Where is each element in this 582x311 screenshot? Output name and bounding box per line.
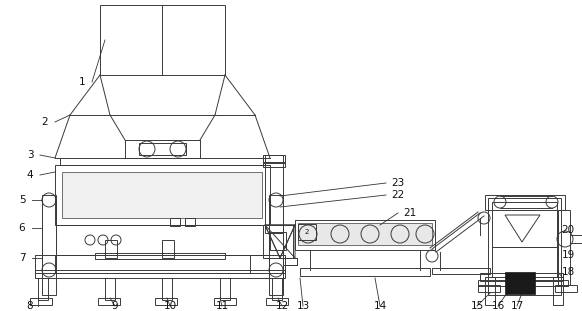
Text: 16: 16: [491, 301, 505, 311]
Bar: [55, 255, 250, 273]
Bar: [272, 278, 282, 300]
Bar: [283, 258, 297, 265]
Bar: [485, 195, 565, 210]
Bar: [35, 270, 285, 278]
Bar: [480, 273, 563, 281]
Bar: [558, 210, 570, 285]
Bar: [263, 225, 293, 258]
Text: 7: 7: [19, 253, 25, 263]
Bar: [266, 298, 288, 305]
Text: 2: 2: [42, 117, 48, 127]
Bar: [56, 225, 269, 255]
Text: 10: 10: [164, 301, 176, 311]
Bar: [95, 253, 225, 259]
Bar: [488, 198, 561, 295]
Text: 18: 18: [562, 267, 574, 277]
Bar: [298, 224, 316, 240]
Text: 22: 22: [391, 190, 404, 200]
Bar: [269, 195, 283, 295]
Bar: [298, 223, 432, 245]
Bar: [185, 218, 195, 226]
Text: 5: 5: [19, 195, 25, 205]
Text: 8: 8: [27, 301, 33, 311]
Text: 6: 6: [19, 223, 25, 233]
Text: 19: 19: [562, 250, 574, 260]
Bar: [139, 143, 186, 155]
Bar: [300, 268, 430, 276]
Text: 9: 9: [112, 301, 118, 311]
Text: 3: 3: [27, 150, 33, 160]
Bar: [265, 155, 283, 233]
Bar: [432, 268, 490, 274]
Bar: [270, 232, 286, 250]
Bar: [492, 202, 557, 247]
Bar: [492, 247, 557, 277]
Text: 14: 14: [374, 301, 386, 311]
Bar: [485, 277, 495, 305]
Bar: [62, 172, 262, 218]
Text: 4: 4: [27, 170, 33, 180]
Bar: [35, 255, 285, 273]
Bar: [98, 298, 120, 305]
Bar: [162, 240, 174, 258]
Text: 15: 15: [470, 301, 484, 311]
Bar: [105, 278, 115, 300]
Bar: [220, 278, 230, 300]
Bar: [263, 162, 285, 167]
Bar: [478, 285, 500, 292]
Text: 1: 1: [79, 77, 86, 87]
Text: 20: 20: [562, 225, 574, 235]
Bar: [38, 278, 48, 300]
Bar: [55, 165, 270, 225]
Bar: [263, 155, 285, 163]
Bar: [170, 218, 180, 226]
Bar: [30, 298, 52, 305]
Bar: [295, 220, 435, 250]
Bar: [553, 277, 563, 305]
Bar: [100, 5, 225, 75]
Text: 17: 17: [510, 301, 524, 311]
Bar: [162, 278, 172, 300]
Bar: [42, 195, 56, 295]
Bar: [105, 240, 117, 258]
Bar: [155, 298, 177, 305]
Text: 2: 2: [305, 229, 309, 235]
Bar: [555, 285, 577, 292]
Text: 13: 13: [296, 301, 310, 311]
Bar: [478, 280, 568, 286]
Text: 12: 12: [275, 301, 289, 311]
Bar: [214, 298, 236, 305]
Text: 21: 21: [403, 208, 417, 218]
Text: 11: 11: [215, 301, 229, 311]
Text: 23: 23: [391, 178, 404, 188]
Bar: [505, 272, 535, 294]
